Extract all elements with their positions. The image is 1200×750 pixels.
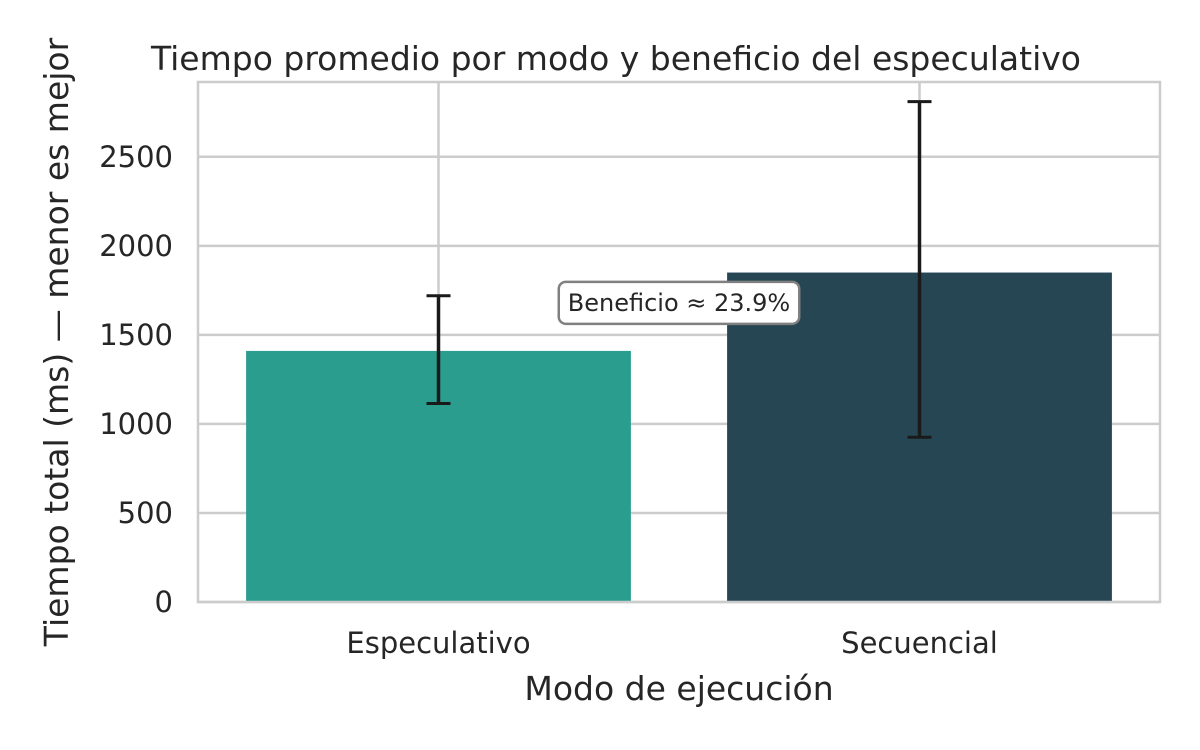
- y-tick-label: 2500: [99, 140, 173, 174]
- y-tick-label: 500: [118, 496, 173, 530]
- y-axis-label: Tiempo total (ms) — menor es mejor: [37, 37, 76, 647]
- error-bars: [426, 100, 932, 439]
- y-tick-label: 1500: [99, 318, 173, 352]
- y-tick-label: 1000: [99, 407, 173, 441]
- benefit-annotation: Beneficio ≈ 23.9%: [557, 280, 801, 326]
- annotation-text: Beneficio ≈ 23.9%: [568, 289, 790, 317]
- plot-frame: [196, 80, 1162, 604]
- y-tick-label: 0: [155, 585, 173, 619]
- chart-title: Tiempo promedio por modo y beneficio del…: [150, 39, 1081, 78]
- x-tick-labels: Especulativo Secuencial: [346, 626, 997, 660]
- y-tick-labels: 0 500 1000 1500 2000 2500: [99, 140, 173, 619]
- x-tick-label: Especulativo: [346, 626, 530, 660]
- x-axis-label: Modo de ejecución: [524, 669, 833, 708]
- annotation-box: [557, 280, 801, 326]
- x-tick-label: Secuencial: [841, 626, 998, 660]
- y-tick-label: 2000: [99, 229, 173, 263]
